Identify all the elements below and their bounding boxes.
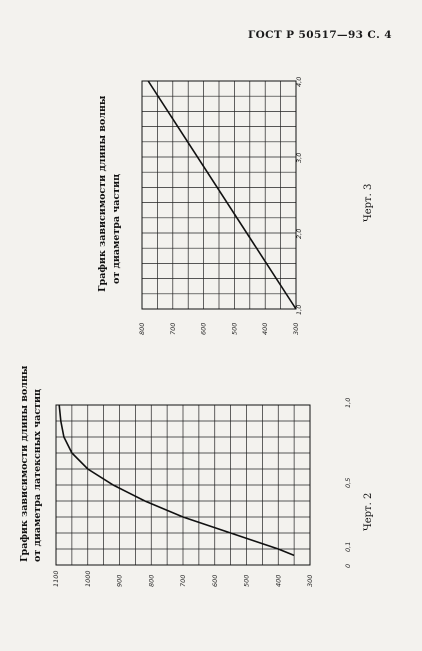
chart-3-y-tick-label: 800: [138, 323, 146, 335]
chart-2: 0 0,1 0,5 1,0 1100 1000 900 800 700 600 500 400 300…: [19, 365, 374, 587]
chart-2-y-tick-label: 1100: [52, 570, 60, 587]
page-header: ГОСТ Р 50517—93 С. 4: [247, 29, 392, 41]
chart-3-y-tick-label: 700: [169, 323, 177, 335]
chart-2-x-tick-label: 0: [344, 564, 352, 568]
chart-2-grid: [56, 405, 310, 565]
chart-2-y-tick-label: 400: [274, 575, 282, 587]
chart-3-y-tick-label: 600: [200, 323, 208, 335]
chart-2-label: Черт. 2: [363, 493, 374, 531]
chart-3-x-tick-label: 4,0: [295, 77, 303, 87]
chart-2-y-tick-label: 800: [147, 575, 155, 587]
chart-2-title-line1: График зависимости длины волны: [19, 365, 30, 562]
chart-2-frame: [55, 404, 311, 566]
chart-2-x-tick-label: 0,1: [344, 542, 352, 552]
chart-3-series-line: [147, 80, 297, 310]
chart-3-y-ticks: 800 700 600 500 400 300: [138, 323, 300, 335]
chart-3-x-ticks: 1,0 2,0 3,0 4,0: [295, 77, 303, 315]
chart-3-y-tick-label: 400: [261, 323, 269, 335]
chart-2-x-tick-label: 1,0: [344, 398, 352, 408]
chart-3-y-tick-label: 500: [230, 323, 238, 335]
chart-3-x-tick-label: 2,0: [295, 229, 303, 239]
chart-2-series-line: [58, 404, 295, 557]
chart-2-y-tick-label: 600: [211, 575, 219, 587]
chart-3-grid: [142, 81, 296, 309]
chart-2-y-ticks: 1100 1000 900 800 700 600 500 400 300: [52, 570, 314, 587]
chart-3-frame: [141, 80, 297, 310]
chart-3-title-line1: График зависимости длины волны: [97, 95, 108, 292]
chart-2-y-tick-label: 1000: [84, 570, 92, 587]
chart-2-y-tick-label: 500: [243, 575, 251, 587]
chart-3-y-tick-label: 300: [292, 323, 300, 335]
chart-3: 1,0 2,0 3,0 4,0 800 700 600 500 400 300 График з…: [97, 77, 374, 335]
chart-2-x-ticks: 0 0,1 0,5 1,0: [344, 398, 352, 568]
chart-3-title-line2: от диаметра частиц: [111, 174, 122, 284]
chart-3-x-tick-label: 1,0: [295, 305, 303, 315]
chart-3-label: Черт. 3: [363, 184, 374, 222]
chart-2-title-line2: от диаметра латексных частиц: [32, 389, 43, 562]
chart-2-y-tick-label: 300: [306, 575, 314, 587]
chart-2-x-tick-label: 0,5: [344, 478, 352, 488]
chart-3-x-tick-label: 3,0: [295, 153, 303, 163]
chart-2-y-tick-label: 900: [116, 575, 124, 587]
chart-2-y-tick-label: 700: [179, 575, 187, 587]
